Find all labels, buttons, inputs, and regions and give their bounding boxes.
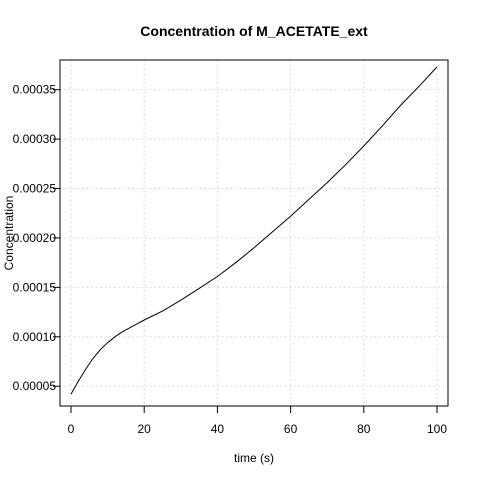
x-tick-label: 20 [138,422,152,436]
x-axis: 0 20 40 60 80 100 [68,406,447,436]
grid-lines [60,60,448,406]
x-tick-label: 40 [211,422,225,436]
series-line [70,66,438,395]
y-tick-label: 0.00015 [13,280,57,294]
y-tick-label: 0.00025 [13,182,57,196]
y-tick-label: 0.00010 [13,330,57,344]
y-tick-label: 0.00005 [13,379,57,393]
y-tick-label: 0.00035 [13,83,57,97]
y-tick-label: 0.00030 [13,132,57,146]
x-tick-label: 100 [427,422,447,436]
plot-frame [59,59,449,407]
y-axis-label: Concentration [2,196,16,271]
x-tick-label: 60 [284,422,298,436]
x-tick-label: 0 [68,422,75,436]
y-tick-label: 0.00020 [13,231,57,245]
y-axis: 0.00005 0.00010 0.00015 0.00020 0.00025 0.000… [13,83,60,393]
chart-title: Concentration of M_ACETATE_ext [140,23,368,39]
data-series [70,66,438,395]
x-tick-label: 80 [357,422,371,436]
x-axis-label: time (s) [234,451,274,465]
